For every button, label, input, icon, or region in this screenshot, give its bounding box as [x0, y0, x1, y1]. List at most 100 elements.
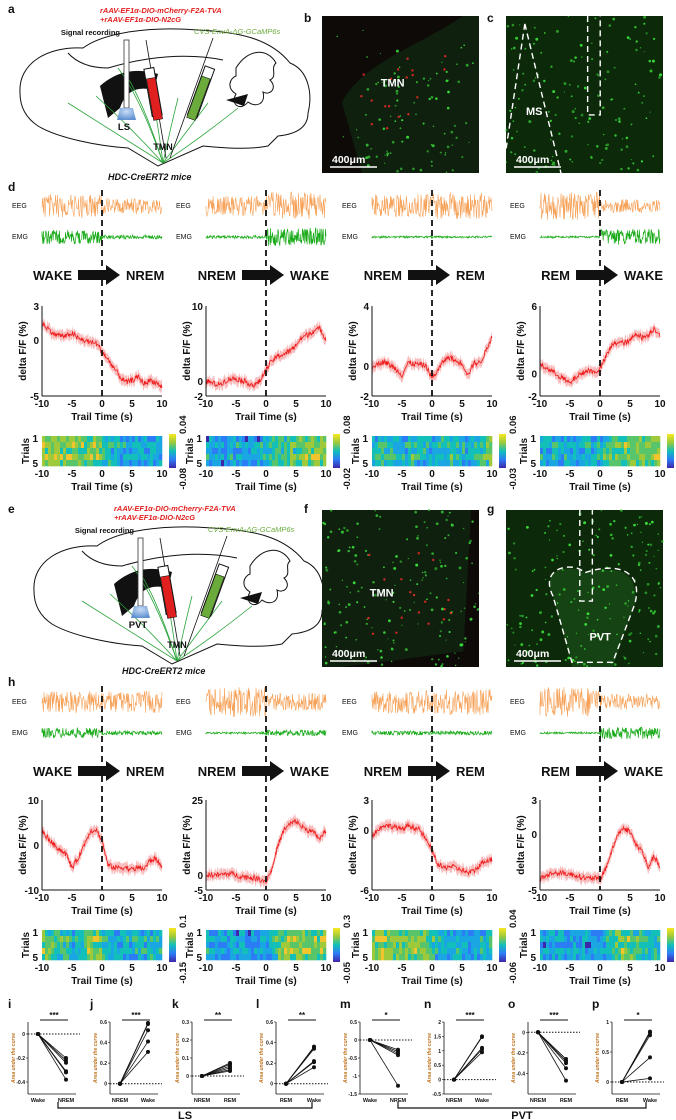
heatmap-cell — [435, 460, 439, 467]
heatmap-cell — [99, 948, 103, 955]
heatmap-cell — [594, 460, 598, 467]
heatmap-cell — [90, 436, 94, 443]
green-cell-dot — [563, 535, 565, 537]
heatmap-cell — [411, 930, 415, 937]
emg-label: EMG — [12, 234, 28, 241]
heatmap-cell — [293, 454, 297, 461]
heatmap-cell — [233, 936, 237, 943]
category-label: REM — [616, 1098, 629, 1104]
red-cell-dot — [384, 105, 387, 108]
green-cell-dot — [431, 658, 434, 661]
scale-bar-label: 400μm — [516, 648, 549, 660]
heatmap-cell — [408, 436, 412, 443]
green-cell-dot — [445, 70, 448, 73]
heatmap-cell — [462, 454, 466, 461]
heatmap-cell — [639, 436, 643, 443]
red-cell-dot — [360, 95, 363, 98]
heatmap-cell — [408, 948, 412, 955]
heatmap-cell — [420, 942, 424, 949]
heatmap-cell — [293, 448, 297, 455]
green-cell-dot — [398, 66, 401, 68]
y-tick-label: -1.5 — [348, 1092, 357, 1098]
heatmap-cell — [630, 436, 634, 443]
heatmap-cell — [372, 942, 376, 949]
heatmap-cell — [42, 954, 46, 961]
heatmap-cell — [51, 948, 55, 955]
heatmap-cell — [150, 454, 154, 461]
heatmap-cell — [257, 930, 261, 937]
heatmap-cell — [320, 942, 324, 949]
heatmap-cell — [117, 954, 121, 961]
heatmap-cell — [432, 936, 436, 943]
heatmap-cell — [233, 436, 237, 443]
green-cell-dot — [531, 629, 534, 632]
green-cell-dot — [640, 160, 644, 163]
green-cell-dot — [445, 577, 448, 580]
heatmap-cell — [651, 448, 655, 455]
heatmap-cell — [582, 942, 586, 949]
heatmap-cell — [129, 930, 133, 937]
heatmap-cell — [423, 454, 427, 461]
heatmap-cell — [102, 942, 106, 949]
green-cell-dot — [539, 611, 542, 615]
data-point-end — [146, 1039, 150, 1044]
green-cell-dot — [392, 561, 394, 564]
heatmap-cell — [561, 448, 565, 455]
heatmap-cell — [99, 436, 103, 443]
heatmap-cell — [435, 954, 439, 961]
heatmap-cell — [621, 936, 625, 943]
heatmap-cell — [233, 930, 237, 937]
heatmap-cell — [567, 448, 571, 455]
heatmap-cell — [447, 436, 451, 443]
heatmap-cell — [260, 942, 264, 949]
scale-bar-label: 400μm — [332, 648, 365, 660]
heatmap-cell — [444, 442, 448, 449]
green-cell-dot — [386, 154, 389, 157]
heatmap-cell — [372, 436, 376, 443]
heatmap-cell — [591, 936, 595, 943]
category-label: Wake — [475, 1098, 489, 1104]
heatmap-cell — [465, 460, 469, 467]
heatmap-cell — [284, 954, 288, 961]
heatmap-cell — [558, 460, 562, 467]
heatmap-cell — [272, 454, 276, 461]
heatmap-cell — [642, 930, 646, 937]
green-cell-dot — [465, 121, 468, 125]
heatmap-cell — [612, 948, 616, 955]
heatmap-cell — [540, 460, 544, 467]
heatmap-cell — [153, 442, 157, 449]
green-cell-dot — [551, 155, 554, 158]
heatmap-cell — [657, 442, 661, 449]
heatmap-cell — [323, 936, 327, 943]
heatmap-cell — [411, 448, 415, 455]
heatmap-cell — [99, 930, 103, 937]
green-cell-dot — [349, 591, 352, 594]
green-cell-dot — [380, 656, 383, 659]
heatmap-cell — [305, 448, 309, 455]
green-cell-dot — [378, 118, 381, 121]
heatmap-cell — [642, 448, 646, 455]
green-cell-dot — [582, 662, 586, 666]
heatmap-cell — [293, 442, 297, 449]
heatmap-cell — [123, 942, 127, 949]
heatmap-cell — [549, 448, 553, 455]
heatmap-cell — [305, 436, 309, 443]
heatmap-cell — [570, 942, 574, 949]
heatmap-cell — [99, 448, 103, 455]
heatmap-cell — [81, 954, 85, 961]
category-label: NREM — [194, 1098, 211, 1104]
heatmap-cell — [242, 448, 246, 455]
heatmap-cell — [236, 436, 240, 443]
heatmap-cell — [627, 442, 631, 449]
heatmap-cell — [594, 448, 598, 455]
heatmap-cell — [411, 460, 415, 467]
heatmap-cell — [381, 942, 385, 949]
heatmap-cell — [63, 936, 67, 943]
green-cell-dot — [514, 568, 517, 571]
heatmap-cell — [147, 936, 151, 943]
heatmap-cell — [293, 460, 297, 467]
green-cell-dot — [366, 618, 368, 621]
heatmap-cell — [153, 436, 157, 443]
heatmap-cell — [215, 454, 219, 461]
heatmap-cell — [114, 460, 118, 467]
